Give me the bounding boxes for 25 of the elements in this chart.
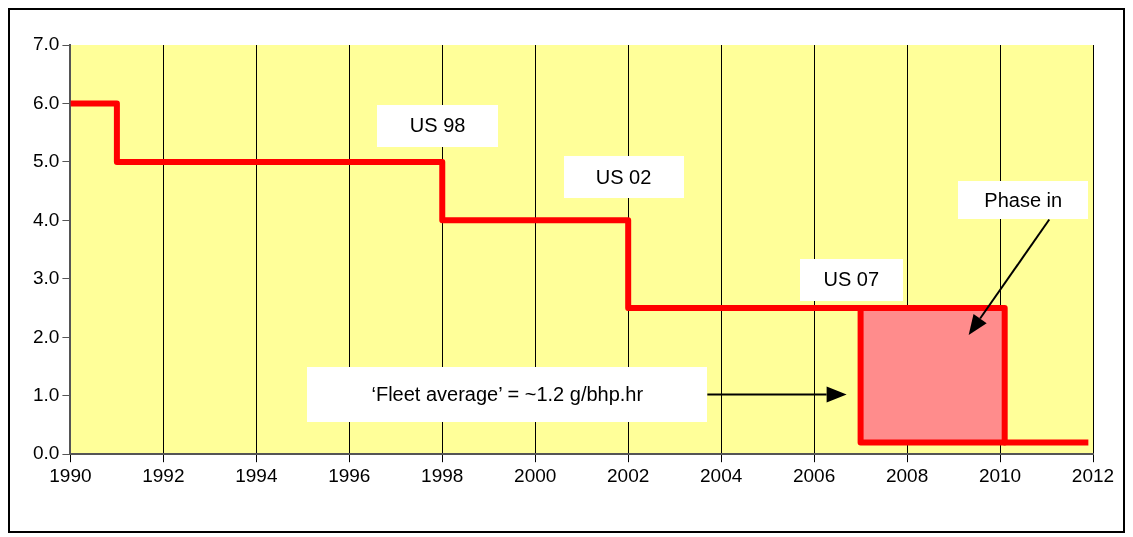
y-tick-label: 2.0 xyxy=(32,325,60,347)
label-box: ‘Fleet average’ = ~1.2 g/bhp.hr xyxy=(307,367,708,423)
y-tick-label: 1.0 xyxy=(32,383,60,405)
x-tick-label: 1994 xyxy=(235,464,278,486)
y-tick-label: 4.0 xyxy=(32,208,60,230)
x-tick-label: 2008 xyxy=(885,464,929,486)
y-tick-label: 6.0 xyxy=(32,91,60,113)
label-box: US 07 xyxy=(799,259,903,301)
x-tick-label: 1992 xyxy=(142,464,185,486)
label-box: Phase in xyxy=(958,181,1089,220)
label-box: US 98 xyxy=(377,104,499,147)
y-tick-label: 0.0 xyxy=(32,442,60,464)
y-tick-label: 7.0 xyxy=(32,33,60,55)
x-tick-label: 2010 xyxy=(978,464,1022,486)
x-tick-label: 1990 xyxy=(49,464,92,486)
y-tick-label: 3.0 xyxy=(32,267,60,289)
x-tick-label: 2006 xyxy=(792,464,836,486)
label-box: US 02 xyxy=(563,156,684,199)
x-tick-label: 2000 xyxy=(514,464,557,486)
x-tick-label: 2004 xyxy=(700,464,743,486)
x-tick-label: 1998 xyxy=(421,464,464,486)
x-tick-label: 1996 xyxy=(328,464,371,486)
y-tick-label: 5.0 xyxy=(32,150,60,172)
x-tick-label: 2012 xyxy=(1071,464,1115,486)
x-tick-label: 2002 xyxy=(607,464,650,486)
